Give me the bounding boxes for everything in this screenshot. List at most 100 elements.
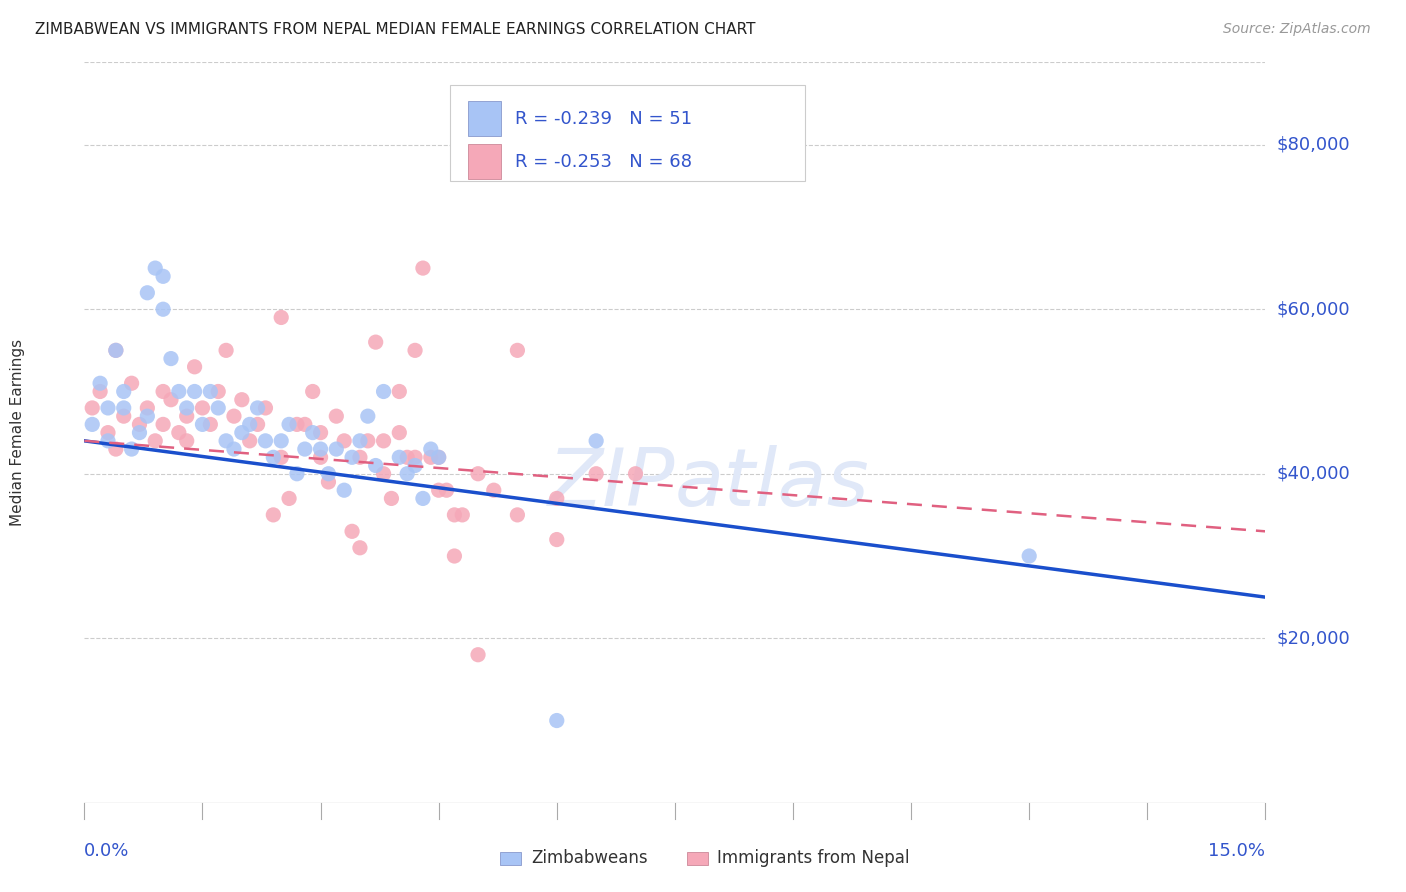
Text: ZIMBABWEAN VS IMMIGRANTS FROM NEPAL MEDIAN FEMALE EARNINGS CORRELATION CHART: ZIMBABWEAN VS IMMIGRANTS FROM NEPAL MEDI… [35, 22, 755, 37]
Point [427, 483, 450, 498]
Point [285, 467, 308, 481]
Point [309, 450, 332, 465]
Point [396, 467, 419, 481]
Point [104, 442, 127, 456]
Point [152, 302, 174, 317]
Point [436, 483, 458, 498]
Point [294, 417, 316, 432]
Point [318, 475, 340, 489]
Point [364, 335, 387, 350]
Point [506, 508, 529, 522]
Point [482, 483, 505, 498]
Point [546, 491, 568, 506]
Point [254, 434, 277, 448]
Point [546, 714, 568, 728]
Text: $40,000: $40,000 [1277, 465, 1350, 483]
Text: 15.0%: 15.0% [1208, 842, 1265, 860]
Point [82, 401, 104, 415]
Point [222, 409, 245, 424]
Point [443, 549, 465, 563]
Point [373, 434, 395, 448]
Point [97, 434, 120, 448]
Point [152, 384, 174, 399]
Point [200, 417, 222, 432]
Point [167, 425, 190, 440]
Text: R = -0.239   N = 51: R = -0.239 N = 51 [516, 110, 693, 128]
Point [121, 442, 143, 456]
Text: Immigrants from Nepal: Immigrants from Nepal [717, 849, 910, 867]
Point [183, 359, 205, 374]
Point [215, 343, 238, 358]
Point [270, 450, 292, 465]
Point [285, 417, 308, 432]
Point [89, 376, 111, 391]
Point [160, 351, 183, 366]
Point [231, 425, 253, 440]
Text: Zimbabweans: Zimbabweans [531, 849, 647, 867]
Point [294, 442, 316, 456]
Point [152, 269, 174, 284]
Point [451, 508, 474, 522]
Point [207, 384, 229, 399]
Point [278, 417, 301, 432]
Text: Median Female Earnings: Median Female Earnings [10, 339, 25, 526]
Point [270, 310, 292, 325]
Point [239, 417, 262, 432]
Point [104, 343, 127, 358]
Point [349, 450, 371, 465]
Point [215, 434, 238, 448]
Point [82, 417, 104, 432]
Bar [686, 852, 709, 865]
Point [136, 285, 159, 300]
Text: 0.0%: 0.0% [84, 842, 129, 860]
Point [309, 425, 332, 440]
Point [388, 450, 411, 465]
Point [160, 392, 183, 407]
Point [246, 417, 269, 432]
Point [318, 467, 340, 481]
Point [231, 392, 253, 407]
Point [112, 401, 135, 415]
Point [333, 434, 356, 448]
Text: $60,000: $60,000 [1277, 301, 1350, 318]
Point [427, 450, 450, 465]
Bar [468, 101, 502, 136]
Point [152, 417, 174, 432]
Point [207, 401, 229, 415]
Point [176, 409, 198, 424]
Point [585, 467, 607, 481]
Point [112, 409, 135, 424]
Point [357, 434, 380, 448]
Point [128, 425, 150, 440]
Point [176, 401, 198, 415]
Text: atlas: atlas [675, 445, 870, 524]
Point [546, 533, 568, 547]
Point [191, 401, 214, 415]
Point [467, 467, 489, 481]
Point [404, 458, 426, 473]
Point [388, 425, 411, 440]
Point [325, 409, 347, 424]
Point [104, 343, 127, 358]
Point [301, 425, 323, 440]
Point [270, 434, 292, 448]
FancyBboxPatch shape [450, 85, 804, 181]
Point [506, 343, 529, 358]
Point [222, 442, 245, 456]
Point [373, 467, 395, 481]
Point [239, 434, 262, 448]
Point [585, 434, 607, 448]
Point [262, 450, 284, 465]
Point [404, 450, 426, 465]
Point [396, 450, 419, 465]
Point [1018, 549, 1040, 563]
Point [467, 648, 489, 662]
Point [419, 450, 441, 465]
Point [183, 384, 205, 399]
Point [176, 434, 198, 448]
Point [97, 425, 120, 440]
Point [427, 450, 450, 465]
Point [443, 508, 465, 522]
Point [412, 261, 434, 276]
Point [301, 384, 323, 399]
